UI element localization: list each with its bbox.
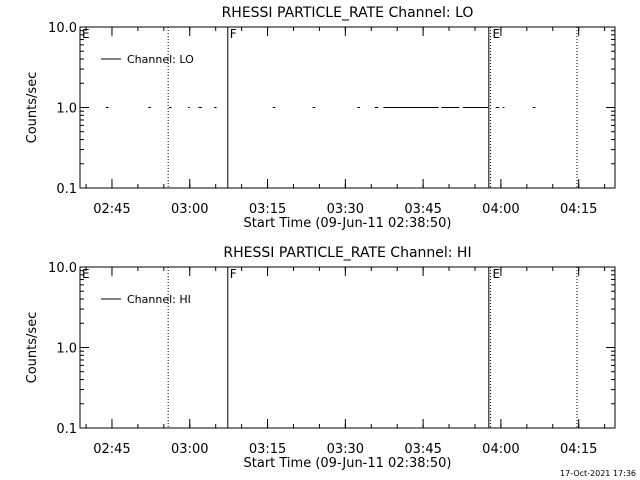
- chart-panel-2: RHESSI PARTICLE_RATE Channel: HI 0.1 1.0 10…: [25, 245, 616, 471]
- y-tick-label: 10.0: [48, 261, 77, 276]
- y-tick-label: 1.0: [56, 342, 77, 357]
- x-tick-label: 02:45: [93, 202, 130, 217]
- x-tick-label: 03:45: [404, 202, 441, 217]
- legend-label: Channel: HI: [127, 293, 191, 306]
- marker-label: F: [230, 267, 237, 281]
- x-tick-label: 03:00: [171, 202, 208, 217]
- x-tick-label: 03:00: [171, 442, 208, 457]
- footer-timestamp: 17-Oct-2021 17:36: [560, 469, 636, 478]
- marker-label: E: [493, 27, 501, 41]
- x-tick-label: 04:15: [560, 202, 597, 217]
- marker-label: F: [230, 27, 237, 41]
- x-tick-label: 04:00: [482, 442, 519, 457]
- x-tick-label: 03:15: [249, 442, 286, 457]
- y-tick-label: 10.0: [48, 21, 77, 36]
- y-axis-label: Counts/sec: [25, 72, 40, 144]
- marker-label: E: [493, 267, 501, 281]
- chart-title: RHESSI PARTICLE_RATE Channel: LO: [222, 5, 474, 21]
- marker-label: E: [82, 27, 90, 41]
- chart-panel-1: RHESSI PARTICLE_RATE Channel: LO 0.1 1.0 10…: [25, 5, 616, 231]
- y-axis-label: Counts/sec: [25, 312, 40, 384]
- x-tick-label: 02:45: [93, 442, 130, 457]
- y-tick-label: 0.1: [56, 182, 77, 197]
- legend-label: Channel: LO: [127, 53, 194, 66]
- x-tick-label: 03:45: [404, 442, 441, 457]
- x-tick-label: 03:30: [327, 202, 364, 217]
- y-tick-label: 0.1: [56, 422, 77, 437]
- x-tick-label: 04:00: [482, 202, 519, 217]
- x-axis-label: Start Time (09-Jun-11 02:38:50): [244, 456, 452, 471]
- x-tick-label: 03:30: [327, 442, 364, 457]
- marker-label: E: [82, 267, 90, 281]
- x-tick-label: 03:15: [249, 202, 286, 217]
- x-axis-label: Start Time (09-Jun-11 02:38:50): [244, 216, 452, 231]
- y-tick-label: 1.0: [56, 102, 77, 117]
- chart-title: RHESSI PARTICLE_RATE Channel: HI: [223, 245, 471, 261]
- x-tick-label: 04:15: [560, 442, 597, 457]
